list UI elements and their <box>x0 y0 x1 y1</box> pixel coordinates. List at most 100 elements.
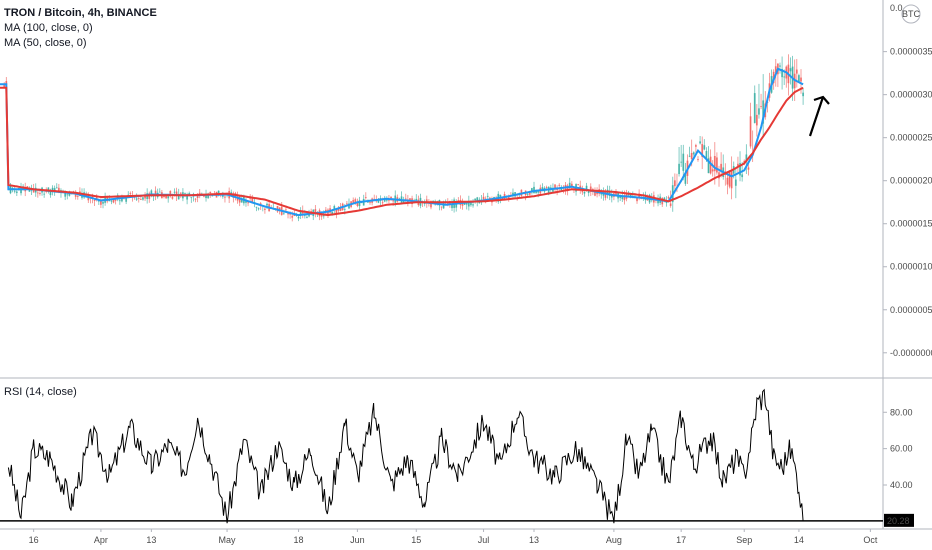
candle-body <box>795 69 798 74</box>
candle-body <box>358 200 361 207</box>
candle-body <box>583 191 586 194</box>
ma100-legend[interactable]: MA (100, close, 0) <box>4 22 93 34</box>
candle-body <box>558 184 561 186</box>
candle-body <box>135 198 138 200</box>
candle-body <box>713 156 716 172</box>
candle-body <box>667 197 670 199</box>
candle-body <box>251 198 254 203</box>
price-tick-label-partial: 0.0 <box>890 3 903 13</box>
candle-body <box>554 184 556 190</box>
candle-body <box>188 193 191 195</box>
candle-body <box>589 186 592 192</box>
candle-body <box>697 159 699 160</box>
price-tick-label: -0.00000000 <box>890 348 932 358</box>
candle-body <box>577 184 580 186</box>
time-tick-label: 13 <box>529 535 539 545</box>
candle-body <box>581 190 584 193</box>
candle-body <box>165 194 167 199</box>
candle-body <box>537 191 540 193</box>
candle-body <box>287 213 289 215</box>
price-tick-label: 0.00000050 <box>890 305 932 315</box>
candle-body <box>154 190 157 197</box>
time-tick-label: May <box>219 535 237 545</box>
candle-body <box>701 144 704 157</box>
rsi-tick-label: 80.00 <box>890 407 913 417</box>
candle-body <box>669 203 672 206</box>
candle-body <box>781 68 783 78</box>
candle-body <box>55 187 58 189</box>
candle-body <box>112 198 115 203</box>
candle-body <box>604 191 607 198</box>
candle-body <box>320 215 323 217</box>
candle-body <box>465 203 468 205</box>
candle-body <box>533 186 535 194</box>
candle-body <box>53 188 56 192</box>
candle-body <box>753 93 756 123</box>
candle-body <box>100 200 102 205</box>
candle-body <box>512 192 514 195</box>
candle-body <box>264 208 266 210</box>
candle-body <box>186 194 189 200</box>
candle-body <box>703 145 706 150</box>
rsi-current-bg <box>884 513 914 527</box>
candle-body <box>337 208 340 211</box>
time-tick-label: Oct <box>863 535 878 545</box>
candle-body <box>705 151 708 160</box>
candle-body <box>392 200 395 202</box>
candle-body <box>802 92 805 97</box>
candle-body <box>291 215 294 218</box>
candle-body <box>798 75 800 82</box>
candle-body <box>709 156 712 174</box>
rsi-legend[interactable]: RSI (14, close) <box>4 386 77 398</box>
symbol-title[interactable]: TRON / Bitcoin, 4h, BINANCE <box>4 7 157 19</box>
candle-body <box>457 200 460 202</box>
candle-body <box>545 187 548 188</box>
candle-body <box>175 191 178 196</box>
candle-body <box>570 183 573 187</box>
candle-body <box>615 191 617 196</box>
candle-body <box>415 198 418 201</box>
candle-body <box>531 188 533 193</box>
candle-body <box>129 192 132 194</box>
candle-body <box>211 195 214 197</box>
candle-body <box>150 190 153 194</box>
candle-body <box>560 187 563 191</box>
candle-body <box>484 198 487 200</box>
candle-body <box>730 170 733 189</box>
ma50-legend[interactable]: MA (50, close, 0) <box>4 37 87 49</box>
candle-body <box>198 192 201 194</box>
candle-body <box>184 193 186 195</box>
rsi-tick-label: 60.00 <box>890 444 913 454</box>
candle-body <box>621 195 624 200</box>
candle-body <box>476 197 479 203</box>
candle-body <box>720 163 723 171</box>
candle-body <box>463 203 466 205</box>
candle-body <box>306 216 308 218</box>
candle-body <box>87 196 90 201</box>
candle-body <box>354 199 357 204</box>
candle-body <box>282 213 285 215</box>
candle-body <box>299 211 302 215</box>
candle-body <box>177 193 180 200</box>
time-tick-label: Jul <box>478 535 490 545</box>
candle-body <box>455 204 458 208</box>
candle-body <box>762 100 765 124</box>
candle-body <box>711 169 714 172</box>
candle-body <box>20 187 22 194</box>
candle-body <box>51 187 54 192</box>
btc-badge: BTC <box>901 4 921 24</box>
candle-body <box>240 199 243 203</box>
candle-body <box>451 203 453 209</box>
candle-body <box>760 106 762 107</box>
time-tick-label: 17 <box>676 535 686 545</box>
candle-body <box>285 209 287 211</box>
candle-body <box>314 209 317 214</box>
candle-body <box>194 198 197 200</box>
candle-body <box>173 191 176 193</box>
candle-body <box>482 196 485 200</box>
candle-body <box>747 167 750 170</box>
candle-body <box>360 202 363 204</box>
candle-body <box>144 194 146 199</box>
